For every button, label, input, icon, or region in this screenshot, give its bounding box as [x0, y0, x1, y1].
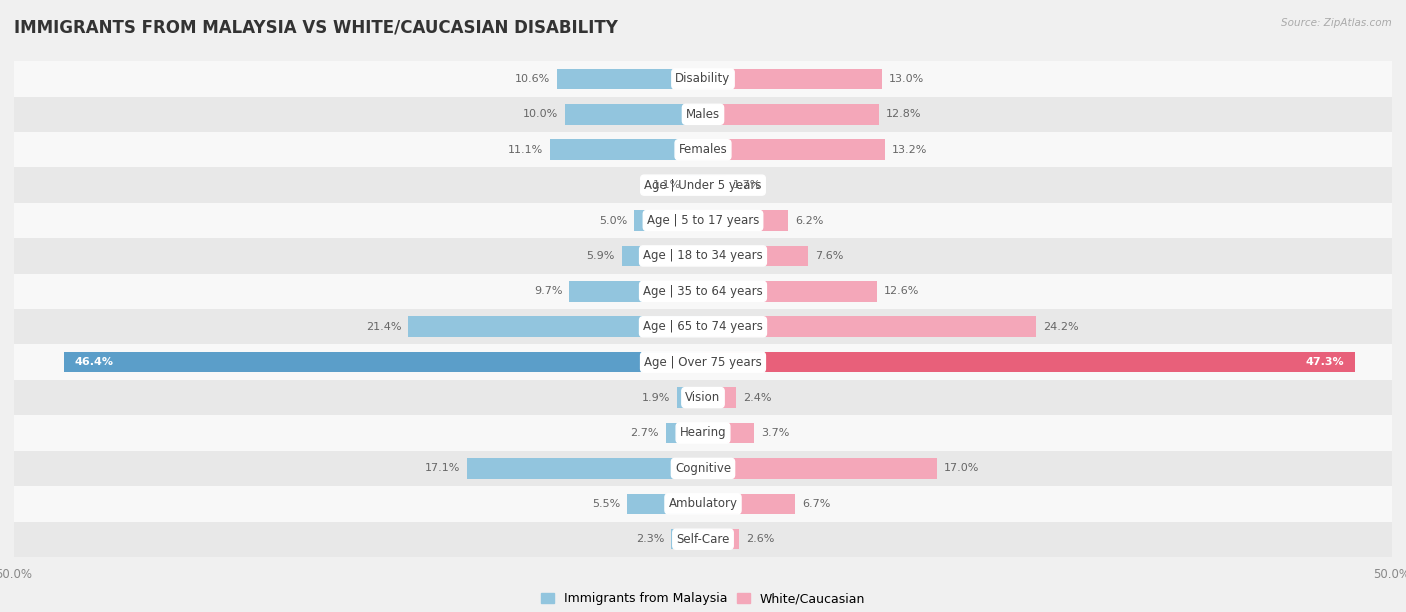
Text: 2.6%: 2.6% — [745, 534, 775, 544]
Text: Age | Under 5 years: Age | Under 5 years — [644, 179, 762, 192]
Bar — [14, 97, 1392, 132]
Bar — [14, 521, 1392, 557]
Bar — [14, 168, 1392, 203]
Text: Age | 65 to 74 years: Age | 65 to 74 years — [643, 320, 763, 334]
Bar — [14, 203, 1392, 238]
Text: 3.7%: 3.7% — [761, 428, 789, 438]
Bar — [14, 61, 1392, 97]
Text: 6.2%: 6.2% — [796, 215, 824, 226]
Text: Age | 18 to 34 years: Age | 18 to 34 years — [643, 250, 763, 263]
Bar — [703, 387, 737, 408]
Bar — [569, 281, 703, 302]
Bar — [703, 69, 882, 89]
Text: Hearing: Hearing — [679, 427, 727, 439]
Text: Disability: Disability — [675, 72, 731, 86]
Text: 11.1%: 11.1% — [508, 144, 543, 155]
Bar — [703, 211, 789, 231]
Bar — [14, 309, 1392, 345]
Text: Cognitive: Cognitive — [675, 462, 731, 475]
Bar — [14, 132, 1392, 168]
Bar — [666, 423, 703, 443]
Text: 5.9%: 5.9% — [586, 251, 614, 261]
Text: 21.4%: 21.4% — [366, 322, 401, 332]
Text: 6.7%: 6.7% — [803, 499, 831, 509]
Text: Vision: Vision — [685, 391, 721, 404]
Text: 1.1%: 1.1% — [652, 180, 681, 190]
Text: 9.7%: 9.7% — [534, 286, 562, 296]
Bar — [703, 245, 807, 266]
Bar — [14, 345, 1392, 380]
Bar — [565, 104, 703, 125]
Text: 12.6%: 12.6% — [883, 286, 920, 296]
Bar — [703, 423, 754, 443]
Bar — [63, 352, 703, 373]
Bar — [14, 380, 1392, 416]
Bar — [14, 416, 1392, 450]
Text: Ambulatory: Ambulatory — [668, 498, 738, 510]
Text: IMMIGRANTS FROM MALAYSIA VS WHITE/CAUCASIAN DISABILITY: IMMIGRANTS FROM MALAYSIA VS WHITE/CAUCAS… — [14, 18, 617, 36]
Bar — [627, 493, 703, 514]
Bar — [408, 316, 703, 337]
Text: 17.0%: 17.0% — [945, 463, 980, 474]
Bar — [550, 140, 703, 160]
Bar — [14, 486, 1392, 521]
Bar — [14, 274, 1392, 309]
Bar — [621, 245, 703, 266]
Bar — [703, 140, 884, 160]
Text: 13.2%: 13.2% — [891, 144, 927, 155]
Bar — [703, 104, 879, 125]
Text: 10.0%: 10.0% — [523, 110, 558, 119]
Text: 2.7%: 2.7% — [630, 428, 659, 438]
Text: 1.9%: 1.9% — [641, 392, 669, 403]
Text: 47.3%: 47.3% — [1305, 357, 1344, 367]
Text: 1.7%: 1.7% — [734, 180, 762, 190]
Text: 5.5%: 5.5% — [592, 499, 620, 509]
Bar — [14, 238, 1392, 274]
Bar — [703, 281, 876, 302]
Bar — [634, 211, 703, 231]
Text: 17.1%: 17.1% — [425, 463, 461, 474]
Text: 2.4%: 2.4% — [742, 392, 772, 403]
Bar — [671, 529, 703, 550]
Bar — [703, 352, 1355, 373]
Text: 13.0%: 13.0% — [889, 74, 924, 84]
Bar — [703, 493, 796, 514]
Text: 24.2%: 24.2% — [1043, 322, 1078, 332]
Bar — [467, 458, 703, 479]
Bar — [14, 450, 1392, 486]
Legend: Immigrants from Malaysia, White/Caucasian: Immigrants from Malaysia, White/Caucasia… — [536, 587, 870, 610]
Text: Females: Females — [679, 143, 727, 156]
Text: Males: Males — [686, 108, 720, 121]
Text: Source: ZipAtlas.com: Source: ZipAtlas.com — [1281, 18, 1392, 28]
Bar — [703, 458, 938, 479]
Text: 7.6%: 7.6% — [814, 251, 844, 261]
Bar — [688, 175, 703, 195]
Text: 10.6%: 10.6% — [515, 74, 550, 84]
Bar — [703, 175, 727, 195]
Text: Age | 35 to 64 years: Age | 35 to 64 years — [643, 285, 763, 298]
Text: 46.4%: 46.4% — [75, 357, 114, 367]
Text: 2.3%: 2.3% — [636, 534, 665, 544]
Bar — [703, 529, 738, 550]
Bar — [703, 316, 1036, 337]
Text: Self-Care: Self-Care — [676, 532, 730, 546]
Text: Age | 5 to 17 years: Age | 5 to 17 years — [647, 214, 759, 227]
Bar — [676, 387, 703, 408]
Text: 5.0%: 5.0% — [599, 215, 627, 226]
Text: 12.8%: 12.8% — [886, 110, 922, 119]
Bar — [557, 69, 703, 89]
Text: Age | Over 75 years: Age | Over 75 years — [644, 356, 762, 368]
